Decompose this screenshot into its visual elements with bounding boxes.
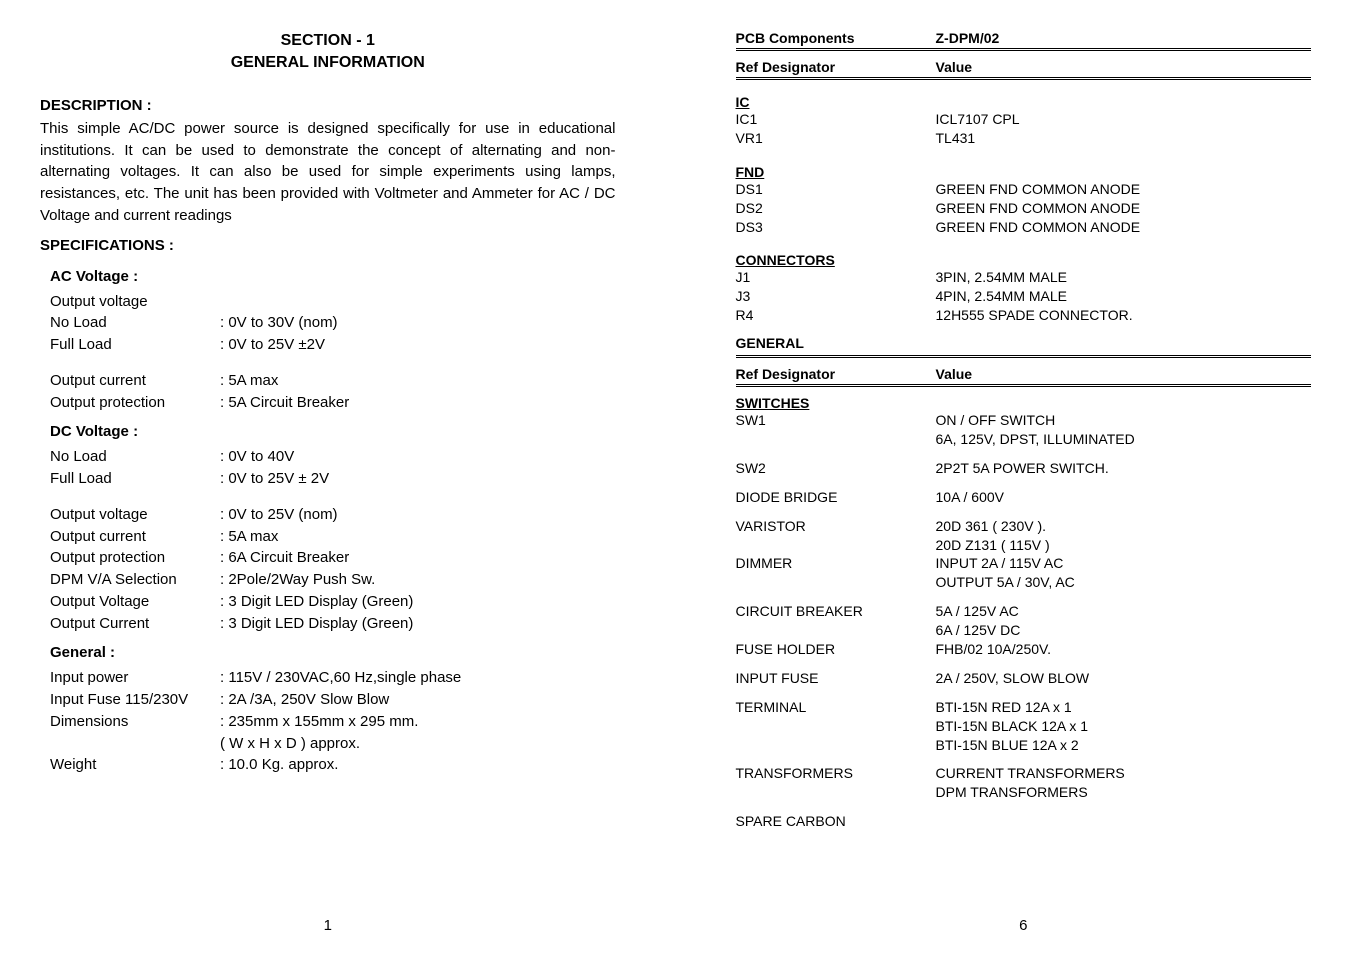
spec-label: Output protection (50, 392, 220, 414)
section-line-1: SECTION - 1 (40, 30, 616, 52)
spec-value: : 3 Digit LED Display (Green) (220, 613, 616, 635)
col-header-a: Ref Designator (736, 59, 936, 75)
spec-label: Output Voltage (50, 591, 220, 613)
table-row: DIODE BRIDGE10A / 600V (736, 488, 1312, 507)
table-row: BTI-15N BLACK 12A x 1 (736, 717, 1312, 736)
table-row: 6A / 125V DC (736, 621, 1312, 640)
dc-voltage-heading: DC Voltage : (50, 423, 616, 440)
spec-label: Input power (50, 667, 220, 689)
table-row: VARISTOR20D 361 ( 230V ). (736, 517, 1312, 536)
table-row: TRANSFORMERSCURRENT TRANSFORMERS (736, 764, 1312, 783)
table-row: DPM TRANSFORMERS (736, 783, 1312, 802)
spec-value: : 10.0 Kg. approx. (220, 754, 616, 776)
category-ic: IC (736, 94, 1312, 110)
table-row: DIMMERINPUT 2A / 115V AC (736, 554, 1312, 573)
table-row: 6A, 125V, DPST, ILLUMINATED (736, 430, 1312, 449)
ac-spec-block: Output voltage No Load: 0V to 30V (nom) … (50, 291, 616, 414)
spec-value: : 2Pole/2Way Push Sw. (220, 569, 616, 591)
table-row: SW22P2T 5A POWER SWITCH. (736, 459, 1312, 478)
table-row: CIRCUIT BREAKER5A / 125V AC (736, 602, 1312, 621)
divider (736, 48, 1312, 51)
page-6: PCB Components Z-DPM/02 Ref Designator V… (676, 0, 1351, 954)
general-spec-block: Input power: 115V / 230VAC,60 Hz,single … (50, 667, 616, 776)
table-row: INPUT FUSE2A / 250V, SLOW BLOW (736, 669, 1312, 688)
table-row: SW1ON / OFF SWITCH (736, 411, 1312, 430)
table-row: OUTPUT 5A / 30V, AC (736, 573, 1312, 592)
spec-label: Output current (50, 526, 220, 548)
spec-label: Output protection (50, 547, 220, 569)
spec-value: : 235mm x 155mm x 295 mm. (220, 711, 616, 733)
col-header-b: Z-DPM/02 (936, 30, 1312, 46)
table-row: 20D Z131 ( 115V ) (736, 536, 1312, 555)
col-header-a: Ref Designator (736, 366, 936, 382)
table-row: DS1GREEN FND COMMON ANODE (736, 180, 1312, 199)
spec-label: Output voltage (50, 291, 220, 313)
spec-value: : 0V to 30V (nom) (220, 312, 616, 334)
spec-label: No Load (50, 312, 220, 334)
divider (736, 384, 1312, 387)
table-row: BTI-15N BLUE 12A x 2 (736, 736, 1312, 755)
category-fnd: FND (736, 164, 1312, 180)
table-subheader: Ref Designator Value (736, 59, 1312, 75)
spec-value: : 115V / 230VAC,60 Hz,single phase (220, 667, 616, 689)
table-row: SPARE CARBON (736, 812, 1312, 831)
spec-value: : 5A Circuit Breaker (220, 392, 616, 414)
table-row: DS2GREEN FND COMMON ANODE (736, 199, 1312, 218)
spec-label: Weight (50, 754, 220, 776)
description-paragraph: This simple AC/DC power source is design… (40, 118, 616, 227)
spec-value: : 2A /3A, 250V Slow Blow (220, 689, 616, 711)
spec-label: No Load (50, 446, 220, 468)
table-row: R412H555 SPADE CONNECTOR. (736, 306, 1312, 325)
ac-voltage-heading: AC Voltage : (50, 268, 616, 285)
table-row: IC1ICL7107 CPL (736, 110, 1312, 129)
general-heading: General : (50, 644, 616, 661)
page-1: SECTION - 1 GENERAL INFORMATION DESCRIPT… (0, 0, 676, 954)
col-header-b: Value (936, 366, 1312, 382)
page-number: 6 (736, 905, 1312, 934)
dc-spec-block: No Load: 0V to 40V Full Load: 0V to 25V … (50, 446, 616, 634)
table-subheader: Ref Designator Value (736, 366, 1312, 382)
col-header-a: PCB Components (736, 30, 936, 46)
spec-value: : 5A max (220, 370, 616, 392)
spec-label: DPM V/A Selection (50, 569, 220, 591)
spec-value: : 0V to 40V (220, 446, 616, 468)
table-row: J34PIN, 2.54MM MALE (736, 287, 1312, 306)
section-title: SECTION - 1 GENERAL INFORMATION (40, 30, 616, 75)
section-line-2: GENERAL INFORMATION (40, 52, 616, 74)
table-row: FUSE HOLDERFHB/02 10A/250V. (736, 640, 1312, 659)
spec-label: Output voltage (50, 504, 220, 526)
spec-value: : 6A Circuit Breaker (220, 547, 616, 569)
table-row: TERMINALBTI-15N RED 12A x 1 (736, 698, 1312, 717)
description-heading: DESCRIPTION : (40, 97, 616, 114)
category-general: GENERAL (736, 335, 1312, 351)
spec-value: ( W x H x D ) approx. (220, 733, 616, 755)
spec-value: : 0V to 25V (nom) (220, 504, 616, 526)
spec-label: Dimensions (50, 711, 220, 733)
spec-value: : 0V to 25V ±2V (220, 334, 616, 356)
page-number: 1 (40, 905, 616, 934)
spec-label: Output Current (50, 613, 220, 635)
table-row: J13PIN, 2.54MM MALE (736, 268, 1312, 287)
spec-label: Input Fuse 115/230V (50, 689, 220, 711)
table-row: DS3GREEN FND COMMON ANODE (736, 218, 1312, 237)
spec-value: : 5A max (220, 526, 616, 548)
specifications-heading: SPECIFICATIONS : (40, 237, 616, 254)
spec-value: : 3 Digit LED Display (Green) (220, 591, 616, 613)
spec-label: Output current (50, 370, 220, 392)
spec-label: Full Load (50, 334, 220, 356)
table-header: PCB Components Z-DPM/02 (736, 30, 1312, 46)
divider (736, 355, 1312, 358)
col-header-b: Value (936, 59, 1312, 75)
category-switches: SWITCHES (736, 395, 1312, 411)
spec-label: Full Load (50, 468, 220, 490)
table-row: VR1TL431 (736, 129, 1312, 148)
divider (736, 77, 1312, 80)
category-connectors: CONNECTORS (736, 252, 1312, 268)
spec-value: : 0V to 25V ± 2V (220, 468, 616, 490)
